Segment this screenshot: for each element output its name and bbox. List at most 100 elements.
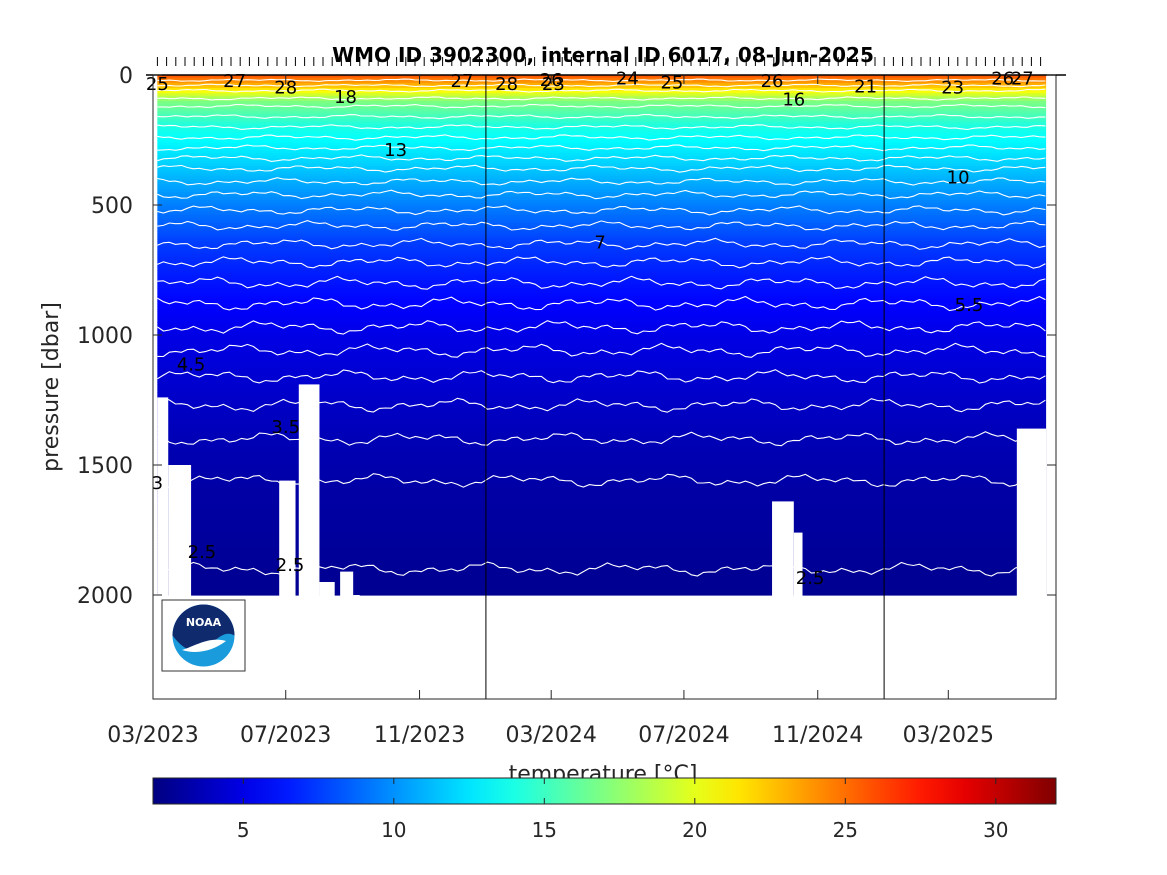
temperature-band (157, 82, 1047, 86)
temperature-band (157, 85, 1047, 89)
isotherm-line (157, 256, 1046, 269)
temperature-band (157, 522, 1047, 526)
temperature-band (157, 571, 1047, 575)
temperature-band (157, 376, 1047, 380)
temperature-band (157, 561, 1047, 565)
isotherm-line (157, 164, 1046, 173)
contour-label: 10 (947, 167, 970, 188)
temperature-band (157, 527, 1047, 531)
temperature-band (157, 480, 1047, 484)
temperature-band (157, 576, 1047, 580)
temperature-band (157, 345, 1047, 349)
temperature-band (157, 405, 1047, 409)
temperature-band (157, 192, 1047, 196)
temperature-band (157, 350, 1047, 354)
contour-label: 2.5 (796, 568, 825, 589)
missing-data-areas (153, 75, 1056, 699)
isotherm-line (157, 88, 1046, 93)
missing-data-gap (153, 597, 1056, 699)
temperature-band (157, 454, 1047, 458)
x-tick-label: 07/2024 (638, 723, 729, 748)
temperature-band (157, 428, 1047, 432)
temperature-band (157, 158, 1047, 162)
temperature-band (157, 212, 1047, 216)
temperature-band (157, 220, 1047, 224)
temperature-band (157, 314, 1047, 318)
x-axis: 03/2023 07/2023 11/2023 03/2024 07/2024 11/20… (107, 75, 994, 748)
isotherm-line (157, 96, 1046, 101)
temperature-band (157, 309, 1047, 313)
temperature-band (157, 290, 1047, 294)
temperature-band (157, 186, 1047, 190)
temperature-band (157, 387, 1047, 391)
contour-label: 23 (941, 78, 964, 99)
temperature-band (157, 114, 1047, 118)
temperature-band (157, 545, 1047, 549)
temperature-band (157, 366, 1047, 370)
temperature-band (157, 374, 1047, 378)
temperature-band (157, 176, 1047, 180)
temperature-band (157, 332, 1047, 336)
contour-label: 26 (991, 69, 1014, 90)
temperature-band (157, 449, 1047, 453)
temperature-band (157, 127, 1047, 131)
contour-label: 7 (594, 232, 605, 253)
temperature-band (157, 335, 1047, 339)
temperature-band (157, 93, 1047, 97)
temperature-band (157, 506, 1047, 510)
y-tick-label: 0 (119, 64, 133, 89)
y-axis: 0 500 1000 1500 2000 (77, 64, 1056, 609)
temperature-band (157, 298, 1047, 302)
temperature-band (157, 296, 1047, 300)
temperature-band (157, 322, 1047, 326)
y-tick-label: 2000 (77, 584, 133, 609)
isotherm-line (157, 83, 1046, 88)
colorbar-tick-label: 10 (381, 818, 406, 842)
temperature-band (157, 389, 1047, 393)
isotherm-line (157, 177, 1046, 186)
contour-label: 28 (495, 74, 518, 95)
isotherm-line (157, 369, 1046, 384)
temperature-band (157, 423, 1047, 427)
temperature-band (157, 121, 1047, 125)
temperature-band (157, 283, 1047, 287)
temperature-band (157, 210, 1047, 214)
temperature-band (157, 548, 1047, 552)
temperature-band (157, 98, 1047, 102)
x-tick-label: 03/2023 (107, 723, 198, 748)
temperature-band (157, 129, 1047, 133)
isotherm-line (157, 103, 1046, 109)
temperature-band (157, 569, 1047, 573)
isotherm-line (157, 124, 1046, 131)
temperature-band (157, 498, 1047, 502)
temperature-band (157, 199, 1047, 203)
contour-label: 21 (854, 76, 877, 97)
temperature-band (157, 392, 1047, 396)
temperature-band (157, 119, 1047, 123)
contour-label: 25 (146, 74, 169, 95)
temperature-band (157, 184, 1047, 188)
temperature-band (157, 592, 1047, 596)
temperature-band (157, 420, 1047, 424)
temperature-band (157, 501, 1047, 505)
temperature-band (157, 202, 1047, 206)
contour-label: 28 (274, 78, 297, 99)
noaa-logo-bird (182, 639, 226, 652)
isotherm-line (157, 397, 1046, 413)
contour-label: 25 (660, 73, 683, 94)
temperature-band (157, 329, 1047, 333)
contour-label: 18 (334, 87, 357, 108)
isotherm-line (157, 320, 1046, 335)
temperature-band (157, 316, 1047, 320)
temperature-band (157, 397, 1047, 401)
temperature-band (157, 275, 1047, 279)
temperature-band (157, 384, 1047, 388)
isotherm-line (157, 275, 1046, 290)
temperature-band (157, 361, 1047, 365)
temperature-band (157, 173, 1047, 177)
temperature-band (157, 553, 1047, 557)
temperature-band (157, 223, 1047, 227)
temperature-band (157, 431, 1047, 435)
isotherm-line (157, 237, 1046, 250)
